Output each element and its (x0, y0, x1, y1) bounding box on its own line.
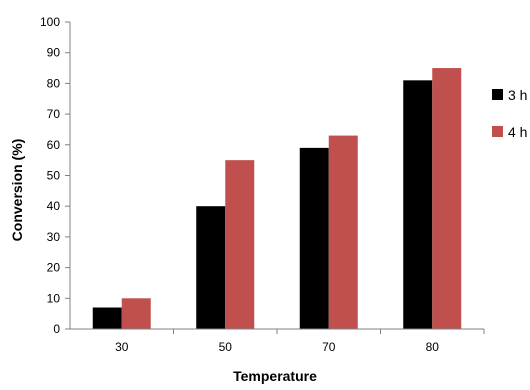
legend-label: 3 h (508, 87, 527, 103)
bar-3h-80 (403, 80, 433, 329)
legend-swatch (492, 126, 503, 137)
y-tick-label: 70 (47, 107, 61, 121)
y-tick-label: 40 (47, 199, 61, 213)
bar-4h-30 (121, 298, 151, 329)
bar-4h-50 (225, 160, 255, 329)
y-axis-title: Conversion (%) (9, 139, 25, 242)
x-axis-title: Temperature (233, 368, 317, 384)
x-tick-label: 70 (322, 340, 336, 354)
x-tick-label: 50 (219, 340, 233, 354)
x-tick-label: 30 (115, 340, 129, 354)
y-tick-label: 10 (47, 291, 61, 305)
bar-4h-80 (432, 68, 462, 330)
legend-label: 4 h (508, 124, 527, 140)
y-tick-label: 30 (47, 230, 61, 244)
y-axis-ticks: 0 10 20 30 40 50 60 70 80 90 100 (40, 15, 70, 336)
bar-3h-30 (92, 307, 122, 329)
bar-3h-70 (299, 147, 329, 329)
y-tick-label: 90 (47, 46, 61, 60)
legend: 3 h 4 h (492, 87, 527, 140)
y-tick-label: 80 (47, 76, 61, 90)
y-tick-label: 50 (47, 169, 61, 183)
y-tick-label: 60 (47, 138, 61, 152)
x-axis-ticks: 30 50 70 80 (115, 329, 485, 354)
y-tick-label: 0 (53, 322, 60, 336)
bar-3h-50 (196, 206, 226, 329)
bar-4h-70 (328, 135, 358, 329)
x-tick-label: 80 (426, 340, 440, 354)
bars-group (92, 68, 462, 330)
y-tick-label: 100 (40, 15, 60, 29)
y-tick-label: 20 (47, 261, 61, 275)
legend-swatch (492, 89, 503, 100)
